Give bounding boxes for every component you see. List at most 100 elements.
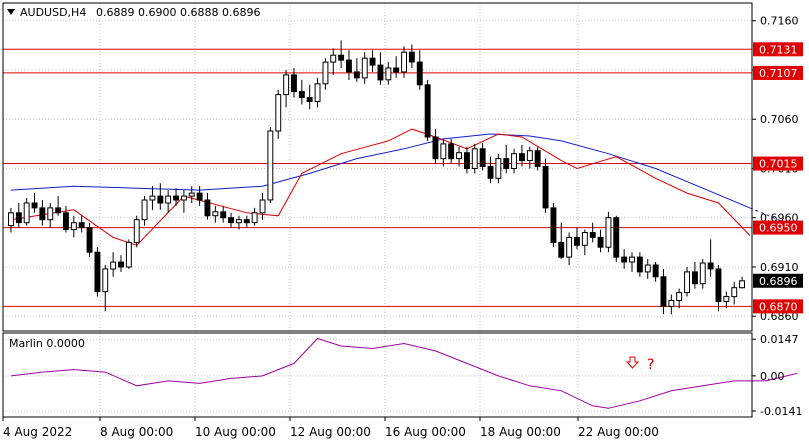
candle-bear: [15, 212, 22, 224]
candle-bull: [401, 51, 408, 73]
osc-tick-label: 0.0147: [760, 333, 799, 346]
candle-bear: [707, 262, 714, 270]
oscillator: [10, 337, 798, 409]
candle-bull: [629, 256, 635, 263]
candle-bear: [692, 271, 698, 285]
candle-bull: [275, 94, 282, 132]
candle-bull: [526, 150, 533, 161]
candle-bear: [306, 97, 313, 102]
candle-bull: [23, 202, 30, 224]
y-tick-label: 0.7060: [760, 113, 799, 126]
ma-slow-line: [10, 133, 751, 209]
down-outline-arrow-icon: [625, 356, 640, 369]
y-tick-label: 0.6910: [760, 261, 799, 274]
candle-bear: [243, 219, 250, 224]
level-label: 0.7015: [759, 158, 798, 171]
main-panel-frame: [2, 2, 753, 332]
candle-bear: [597, 236, 604, 248]
candle-bear: [157, 195, 164, 204]
oscillator-line: [10, 337, 798, 409]
x-tick-label: 18 Aug 00:00: [480, 425, 561, 439]
candle-bear: [31, 202, 38, 209]
level-label: 0.6870: [759, 300, 798, 313]
triangle-down-icon[interactable]: [7, 9, 15, 15]
candle-bull: [471, 148, 478, 170]
candle-bull: [731, 287, 738, 298]
candle-bull: [236, 219, 242, 224]
candle-bear: [448, 143, 455, 160]
candle-bull: [283, 74, 290, 96]
level-label-box: [753, 299, 803, 314]
level-label: 0.7107: [759, 67, 798, 80]
candle-bear: [377, 64, 384, 81]
candle-bear: [220, 211, 227, 219]
candle-bull: [212, 211, 219, 217]
axes: 0.71600.71100.70600.70100.69600.69100.68…: [2, 15, 803, 439]
ohlc-readout: 0.6889 0.6900 0.6888 0.6896: [96, 6, 260, 19]
candle-bear: [416, 61, 423, 86]
candle-bear: [63, 212, 69, 231]
candle-bear: [298, 91, 305, 98]
candle-bear: [503, 158, 510, 169]
last-price-box: [753, 273, 803, 288]
candle-bear: [353, 71, 360, 79]
x-tick-label: 10 Aug 00:00: [195, 425, 276, 439]
candle-bull: [322, 61, 329, 85]
candle-bull: [251, 212, 258, 224]
candle-bear: [660, 276, 667, 307]
level-label-box: [753, 65, 803, 80]
osc-tick-label: 0.00: [760, 370, 785, 383]
candle-bear: [39, 207, 46, 221]
candle-bear: [613, 217, 620, 258]
level-label: 0.7131: [759, 43, 798, 56]
candle-bull: [684, 271, 690, 294]
candle-bull: [511, 153, 518, 169]
candle-bull: [581, 232, 588, 246]
candle-bear: [196, 192, 203, 201]
candle-bear: [94, 251, 101, 293]
candle-bull: [133, 219, 140, 243]
candle-bull: [739, 280, 745, 289]
candle-bear: [464, 152, 470, 169]
candle-bull: [259, 199, 266, 214]
candle-bull: [330, 54, 337, 63]
candle-bull: [644, 264, 651, 273]
candle-bull: [566, 236, 573, 258]
candle-bear: [55, 207, 62, 214]
candle-bear: [574, 236, 580, 246]
candle-bull: [125, 241, 132, 268]
candle-bear: [173, 195, 180, 201]
horizontal-levels: [3, 48, 752, 307]
candle-bull: [149, 195, 156, 201]
level-label: 0.6950: [759, 222, 798, 235]
candle-bear: [550, 207, 557, 243]
candle-bull: [456, 152, 463, 160]
candle-bear: [715, 268, 722, 302]
candle-bear: [338, 54, 345, 61]
candle-bull: [314, 83, 321, 103]
candle-bear: [78, 222, 85, 229]
candle-bull: [8, 212, 14, 227]
level-label-box: [753, 156, 803, 171]
candle-bear: [534, 150, 541, 167]
candle-bear: [118, 261, 124, 268]
candle-bull: [47, 207, 54, 221]
candle-bull: [495, 158, 502, 179]
candle-bear: [558, 241, 565, 258]
candle-bear: [519, 153, 525, 162]
oscillator-panel-frame: [2, 332, 753, 418]
candle-bull: [267, 130, 274, 201]
candle-bull: [165, 195, 172, 204]
candle-bull: [605, 217, 612, 248]
osc-tick-label: -0.0141: [760, 405, 802, 418]
candle-bear: [636, 256, 643, 273]
candle-bull: [70, 222, 77, 231]
candle-bull: [440, 143, 447, 160]
y-tick-label: 0.6860: [760, 310, 799, 323]
candle-bull: [676, 292, 683, 302]
last-price-label: 0.6896: [759, 275, 798, 288]
candle-bear: [589, 232, 596, 238]
symbol-label: AUDUSD,H4: [20, 6, 86, 19]
candle-bull: [699, 262, 706, 285]
